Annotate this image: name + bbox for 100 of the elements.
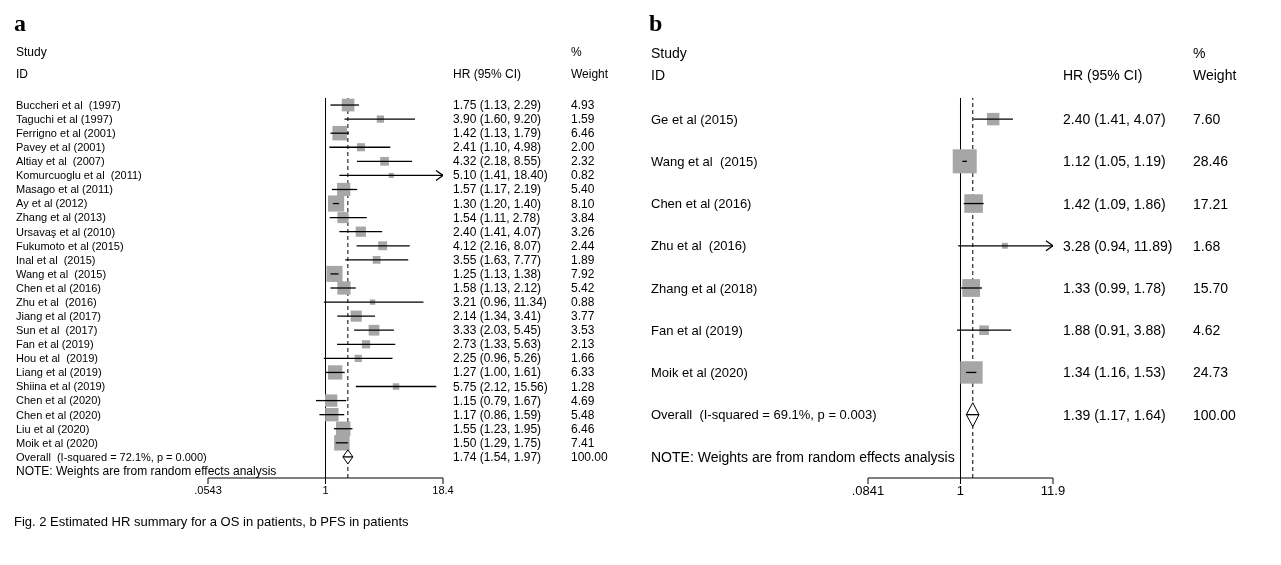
text: 3.84 (571, 210, 595, 225)
y-tick-label: Sun et al (2017) (16, 324, 98, 337)
y-tick-label: Ge et al (2015) (651, 111, 738, 127)
annotation: NOTE: Weights are from random effects analysis (16, 463, 277, 478)
y-tick-label: Shiina et al (2019) (16, 380, 106, 393)
text: 7.41 (571, 435, 595, 450)
text: 17.21 (1193, 195, 1229, 212)
y-tick-label: Buccheri et al (1997) (16, 98, 121, 111)
y-tick-label: Wang et al (2015) (651, 153, 758, 169)
text: 1.34 (1.16, 1.53) (1063, 364, 1166, 381)
text: 3.21 (0.96, 11.34) (453, 295, 547, 310)
text: 2.41 (1.10, 4.98) (453, 140, 542, 155)
y-tick-label: Fan et al (2019) (651, 322, 743, 338)
x-tick-label: 11.9 (1040, 483, 1066, 499)
y-tick-label: Wang et al (2015) (16, 267, 107, 280)
y-tick-label: Chen et al (2020) (16, 408, 101, 421)
text: 1.30 (1.20, 1.40) (453, 196, 542, 211)
text: 1.12 (1.05, 1.19) (1063, 153, 1166, 170)
text: 2.40 (1.41, 4.07) (453, 224, 542, 239)
text: 3.28 (0.94, 11.89) (1063, 237, 1173, 254)
x-tick-label: 18.4 (432, 483, 454, 496)
y-tick-label: Hou et al (2019) (16, 352, 98, 365)
text: 2.14 (1.34, 3.41) (453, 309, 542, 324)
text: 2.32 (571, 154, 595, 169)
text: 0.88 (571, 295, 595, 310)
y-tick-label: Liang et al (2019) (16, 366, 102, 379)
y-tick-label: Liu et al (2020) (16, 422, 90, 435)
text: 3.55 (1.63, 7.77) (453, 252, 542, 267)
text: 1.42 (1.13, 1.79) (453, 126, 542, 141)
y-tick-label: Altiay et al (2007) (16, 155, 105, 168)
text: 2.00 (571, 140, 595, 155)
text: 4.12 (2.16, 8.07) (453, 238, 542, 253)
x-tick-label: .0543 (194, 483, 222, 496)
y-tick-label: Ay et al (2012) (16, 197, 88, 210)
y-tick-label: Zhu et al (2016) (651, 238, 747, 254)
text: b (648, 9, 664, 38)
text: 2.13 (571, 337, 595, 352)
text: 1.59 (571, 112, 595, 127)
text: 1.68 (1193, 237, 1221, 254)
text: 6.46 (571, 421, 595, 436)
text: 8.10 (571, 196, 595, 211)
text: Study (16, 45, 47, 59)
text: % (571, 45, 582, 59)
annotation: NOTE: Weights are from random effects analysis (651, 448, 955, 465)
chart-title: a (13, 9, 27, 38)
text: 6.33 (571, 365, 595, 380)
x-tick-label: 1 (322, 483, 329, 496)
x-tick-label: 1 (956, 483, 965, 499)
y-tick-label: Jiang et al (2017) (16, 310, 101, 322)
text: 1.42 (1.09, 1.86) (1063, 195, 1166, 212)
text: 3.90 (1.60, 9.20) (453, 112, 542, 127)
text: 100.00 (1193, 406, 1236, 423)
text: 1.66 (571, 351, 595, 366)
text: 1.50 (1.29, 1.75) (453, 435, 542, 450)
text: 2.73 (1.33, 5.63) (453, 337, 542, 352)
text: 0.82 (571, 168, 595, 183)
text: 1.58 (1.13, 2.12) (453, 281, 542, 295)
text: 7.60 (1193, 111, 1221, 128)
text: 1.33 (0.99, 1.78) (1063, 280, 1166, 296)
text: 1.55 (1.23, 1.95) (453, 421, 542, 436)
text: 4.32 (2.18, 8.55) (453, 154, 542, 169)
text: Weight (1193, 67, 1237, 83)
y-tick-label: Fan et al (2019) (16, 338, 94, 351)
text: 4.62 (1193, 322, 1221, 339)
text: 24.73 (1193, 364, 1229, 381)
text: 3.26 (571, 224, 595, 239)
text: 1.27 (1.00, 1.61) (453, 365, 542, 380)
text: 100.00 (571, 449, 608, 464)
y-tick-label: Moik et al (2020) (651, 364, 748, 380)
text: 5.10 (1.41, 18.40) (453, 168, 548, 183)
y-tick-label: Moik et al (2020) (16, 436, 98, 449)
text: 5.42 (571, 281, 595, 295)
caption: Fig. 2 Estimated HR summary for a OS in patients, b PFS in patients (13, 514, 410, 529)
text: 2.25 (0.96, 5.26) (453, 351, 542, 366)
text: 2.40 (1.41, 4.07) (1063, 111, 1166, 128)
y-tick-label: Inal et al (2015) (16, 253, 96, 266)
y-tick-label: Pavey et al (2001) (16, 141, 106, 154)
text: 1.25 (1.13, 1.38) (453, 266, 542, 281)
y-tick-label: Overall (I-squared = 72.1%, p = 0.000) (16, 450, 207, 463)
text: 1.57 (1.17, 2.19) (453, 182, 542, 197)
y-tick-label: Chen et al (2016) (651, 196, 752, 212)
y-tick-label: Ferrigno et al (2001) (16, 127, 116, 140)
y-tick-label: Zhang et al (2018) (651, 280, 758, 296)
text: 3.53 (571, 323, 595, 338)
text: 4.69 (571, 393, 595, 408)
y-tick-label: Komurcuoglu et al (2011) (16, 169, 142, 182)
y-tick-label: Fukumoto et al (2015) (16, 239, 124, 252)
text: 1.89 (571, 252, 595, 267)
text: 2.44 (571, 238, 595, 253)
text: 3.33 (2.03, 5.45) (453, 323, 542, 338)
y-tick-label: Chen et al (2020) (16, 394, 101, 407)
text: HR (95% CI) (1063, 67, 1143, 83)
text: Weight (571, 67, 609, 81)
text: 1.15 (0.79, 1.67) (453, 393, 542, 408)
text: 15.70 (1193, 280, 1229, 296)
text: 6.46 (571, 126, 595, 141)
text: 1.54 (1.11, 2.78) (453, 210, 541, 225)
y-tick-label: Ursavaş et al (2010) (16, 225, 116, 238)
text: ID (16, 67, 28, 81)
text: 28.46 (1193, 153, 1229, 170)
